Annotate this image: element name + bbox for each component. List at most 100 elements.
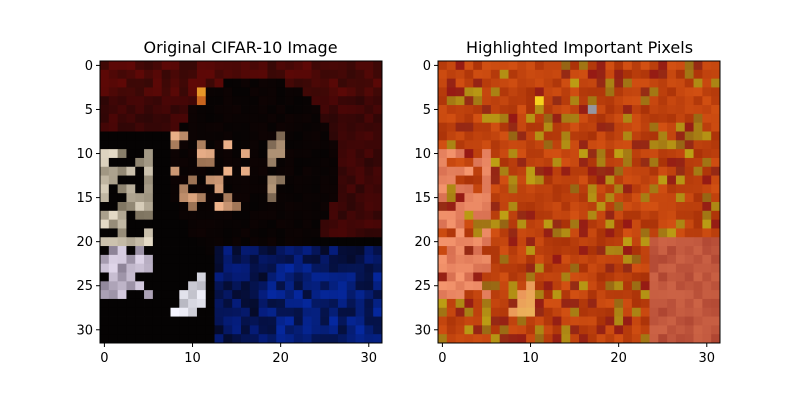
pixel-cell: [508, 246, 518, 256]
pixel-cell: [152, 263, 163, 273]
pixel-cell: [108, 325, 119, 335]
pixel-cell: [223, 316, 233, 326]
pixel-cell: [693, 113, 703, 124]
pixel-cell: [276, 193, 286, 203]
pixel-cell: [508, 334, 518, 344]
y-tick-label: 5: [423, 103, 431, 118]
pixel-cell: [135, 307, 145, 317]
pixel-cell: [170, 219, 180, 229]
pixel-cell: [552, 105, 562, 115]
pixel-cell: [337, 140, 348, 150]
pixel-cell: [675, 157, 686, 168]
pixel-cell: [179, 228, 189, 238]
pixel-cell: [543, 113, 553, 124]
pixel-cell: [667, 122, 677, 132]
pixel-cell: [135, 193, 145, 203]
pixel-cell: [196, 334, 207, 344]
pixel-cell: [702, 219, 712, 229]
pixel-cell: [543, 316, 553, 326]
pixel-cell: [543, 193, 553, 203]
pixel-cell: [100, 166, 110, 176]
pixel-cell: [232, 272, 242, 282]
pixel-cell: [214, 263, 224, 273]
pixel-cell: [667, 325, 677, 335]
pixel-cell: [684, 237, 694, 247]
pixel-cell: [658, 290, 668, 300]
pixel-cell: [188, 131, 198, 141]
pixel-cell: [446, 254, 457, 265]
pixel-cell: [543, 105, 553, 115]
pixel-cell: [311, 202, 321, 212]
pixel-cell: [482, 131, 492, 141]
pixel-cell: [587, 254, 598, 265]
pixel-cell: [499, 254, 509, 265]
pixel-cell: [587, 290, 598, 300]
pixel-cell: [587, 87, 598, 97]
pixel-cell: [364, 131, 374, 141]
pixel-cell: [364, 105, 374, 115]
pixel-cell: [667, 96, 677, 106]
pixel-cell: [276, 96, 286, 106]
pixel-cell: [464, 202, 474, 212]
pixel-cell: [675, 290, 686, 300]
pixel-cell: [373, 193, 383, 203]
pixel-cell: [117, 78, 127, 88]
pixel-cell: [684, 281, 694, 291]
pixel-cell: [258, 246, 268, 256]
pixel-cell: [144, 113, 154, 124]
pixel-cell: [579, 184, 589, 194]
pixel-cell: [223, 263, 233, 273]
pixel-cell: [329, 105, 339, 115]
pixel-cell: [579, 334, 589, 344]
pixel-cell: [614, 298, 624, 309]
pixel-cell: [285, 166, 295, 176]
pixel-cell: [693, 61, 703, 71]
pixel-cell: [684, 307, 694, 317]
pixel-cell: [355, 272, 365, 282]
pixel-cell: [570, 281, 580, 291]
pixel-cell: [658, 219, 668, 229]
pixel-cell: [614, 105, 624, 115]
pixel-cell: [561, 210, 571, 221]
pixel-cell: [473, 140, 483, 150]
pixel-cell: [684, 113, 694, 124]
pixel-cell: [614, 237, 624, 247]
pixel-cell: [526, 237, 536, 247]
pixel-cell: [293, 122, 304, 132]
pixel-cell: [249, 254, 260, 265]
pixel-cell: [658, 307, 668, 317]
pixel-cell: [214, 87, 224, 97]
pixel-cell: [152, 69, 163, 80]
pixel-cell: [267, 87, 277, 97]
pixel-cell: [658, 157, 668, 168]
pixel-cell: [579, 202, 589, 212]
pixel-cell: [117, 87, 127, 97]
pixel-cell: [126, 219, 136, 229]
pixel-cell: [631, 210, 642, 221]
pixel-cell: [179, 61, 189, 71]
pixel-cell: [196, 272, 207, 282]
pixel-cell: [543, 307, 553, 317]
pixel-cell: [631, 157, 642, 168]
pixel-cell: [490, 334, 501, 344]
pixel-cell: [223, 157, 233, 168]
pixel-cell: [249, 140, 260, 150]
pixel-cell: [473, 263, 483, 273]
pixel-cell: [302, 307, 312, 317]
pixel-cell: [241, 175, 251, 185]
pixel-cell: [508, 202, 518, 212]
pixel-cell: [640, 184, 650, 194]
pixel-cell: [464, 61, 474, 71]
pixel-cell: [135, 334, 145, 344]
pixel-cell: [631, 166, 642, 176]
pixel-cell: [108, 237, 119, 247]
pixel-cell: [329, 210, 339, 221]
pixel-cell: [675, 254, 686, 265]
pixel-cell: [223, 113, 233, 124]
pixel-cell: [293, 281, 304, 291]
pixel-cell: [684, 157, 694, 168]
pixel-cell: [373, 69, 383, 80]
pixel-cell: [464, 246, 474, 256]
pixel-cell: [214, 290, 224, 300]
pixel-cell: [587, 61, 598, 71]
